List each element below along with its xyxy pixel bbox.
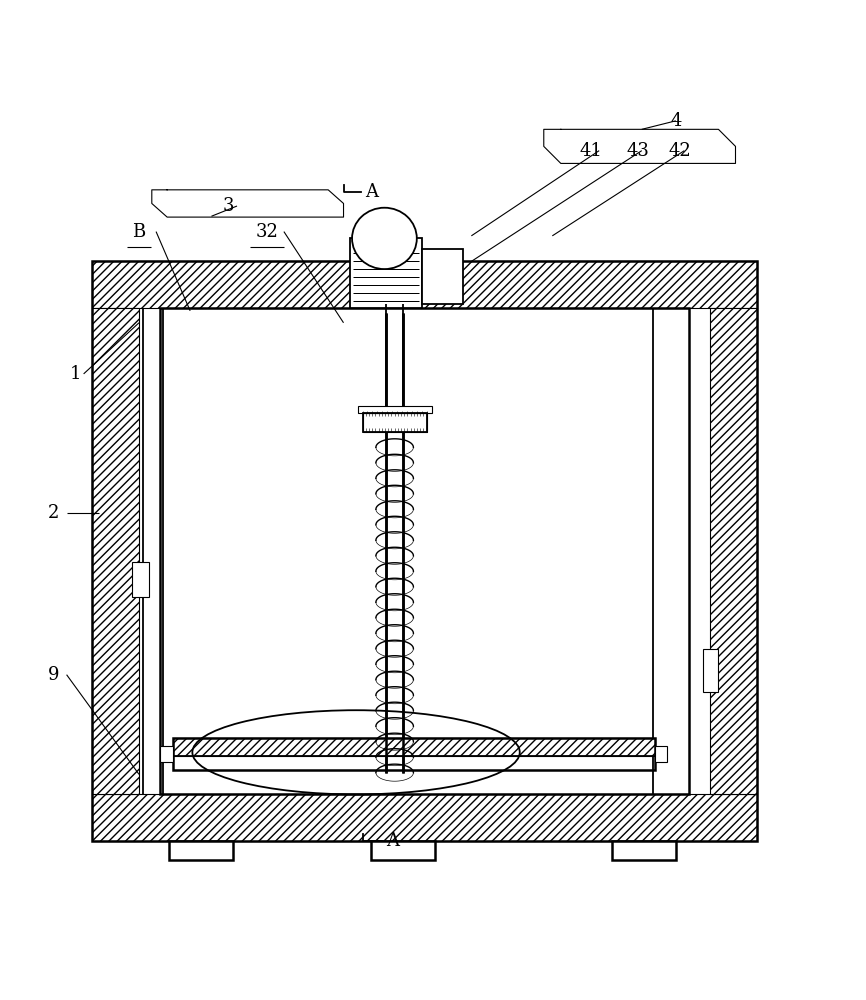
Bar (92, 261, 757, 308)
Text: 43: 43 (626, 142, 649, 160)
Text: 41: 41 (579, 142, 602, 160)
Bar (92, 794, 757, 841)
Bar (173, 738, 655, 756)
Bar (423, 249, 463, 304)
Text: 4: 4 (670, 112, 682, 130)
Text: 32: 32 (255, 223, 278, 241)
Bar (358, 406, 432, 413)
Bar (363, 413, 427, 432)
Text: 9: 9 (48, 666, 60, 684)
Text: A: A (386, 832, 399, 850)
Bar (703, 649, 719, 692)
Bar (160, 308, 688, 794)
Bar (160, 746, 173, 762)
Text: 42: 42 (669, 142, 691, 160)
Bar (710, 308, 757, 794)
Bar (169, 841, 233, 860)
Ellipse shape (352, 208, 417, 269)
Text: 2: 2 (48, 504, 60, 522)
Bar (386, 313, 404, 773)
Bar (350, 238, 423, 308)
Text: A: A (365, 183, 378, 201)
Bar (132, 562, 149, 597)
Bar (655, 746, 668, 762)
Bar (92, 308, 139, 794)
Bar (363, 413, 427, 432)
Text: B: B (132, 223, 145, 241)
Text: 3: 3 (223, 197, 234, 215)
Bar (92, 261, 757, 841)
Bar (372, 841, 435, 860)
Bar (612, 841, 675, 860)
Bar (173, 738, 655, 770)
Text: 1: 1 (69, 365, 81, 383)
